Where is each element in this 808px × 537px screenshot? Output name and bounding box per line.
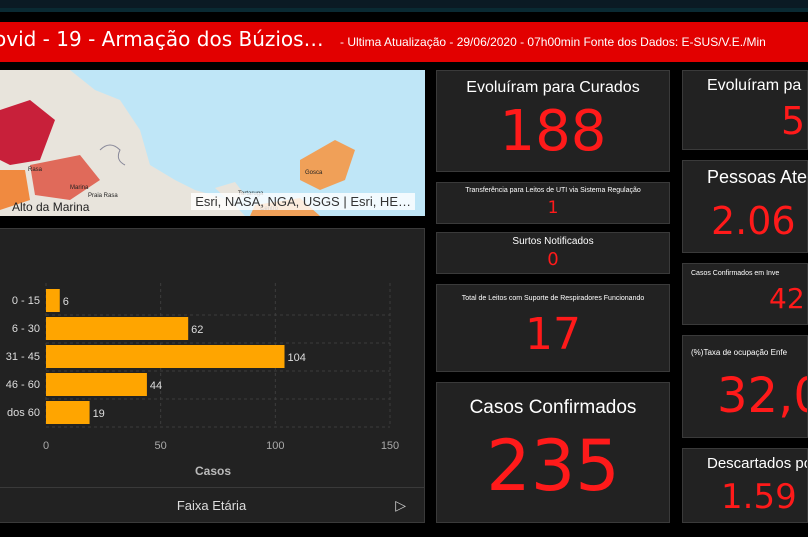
bar-2 (46, 345, 285, 368)
category-label-1: 6 - 30 (12, 323, 40, 335)
bar-0 (46, 289, 60, 312)
card-descartados: Descartados po 1.59 (682, 448, 808, 523)
region-low (0, 170, 30, 210)
card-confirmados: Casos Confirmados 235 (436, 382, 670, 523)
age-bar-chart: 0 50 100 150 0 - 15 6 6 - 30 62 31 - 45 104 46 - 6… (6, 283, 399, 478)
card-uti: Transferência para Leitos de UTI via Sis… (436, 182, 670, 224)
map-attribution: Esri, NASA, NGA, USGS | Esri, HE… (191, 193, 415, 210)
card-curados-title: Evoluíram para Curados (466, 79, 640, 96)
card-obitos: Evoluíram pa 5 (682, 70, 808, 150)
map-view[interactable]: Alto da Marina Rasa Marina Praia Rasa Go… (0, 70, 425, 216)
card-atendidas-title: Pessoas Ate (707, 167, 808, 187)
card-confirmados-title: Casos Confirmados (469, 397, 637, 418)
card-curados-value: 188 (499, 99, 607, 164)
top-strip-bar (0, 8, 808, 12)
card-confirmados-value: 235 (486, 425, 620, 507)
bar-3 (46, 373, 147, 396)
card-ocupacao: (%)Taxa de ocupação Enfe 32,0 (682, 335, 808, 438)
dashboard-title: ovid - 19 - Armação dos Búzios… (0, 27, 324, 51)
chart-footer: Faixa Etária ▷ (0, 487, 424, 522)
x-tick-label-1: 50 (155, 440, 167, 452)
card-uti-value: 1 (547, 198, 559, 218)
card-leitos: Total de Leitos com Suporte de Respirado… (436, 284, 670, 372)
dashboard-header: ovid - 19 - Armação dos Búzios… - Ultima… (0, 22, 808, 62)
category-label-0: 0 - 15 (12, 295, 40, 307)
bar-value-label-3: 44 (150, 380, 162, 392)
map-label-marina: Marina (70, 185, 89, 191)
bar-value-label-0: 6 (63, 296, 69, 308)
card-leitos-title: Total de Leitos com Suporte de Respirado… (461, 295, 645, 302)
map-label-alto-marina: Alto da Marina (12, 200, 90, 214)
bar-value-label-2: 104 (288, 352, 306, 364)
age-chart-panel: 0 50 100 150 0 - 15 6 6 - 30 62 31 - 45 104 46 - 6… (0, 228, 425, 523)
x-tick-label-0: 0 (43, 440, 49, 452)
card-investigacao: Casos Confirmados em Inve 42 (682, 263, 808, 325)
map-label-praia-rasa: Praia Rasa (88, 193, 118, 199)
x-tick-label-2: 100 (266, 440, 284, 452)
card-investigacao-value: 42 (769, 282, 805, 315)
card-curados: Evoluíram para Curados 188 (436, 70, 670, 172)
chart-footer-label: Faixa Etária (176, 498, 247, 513)
x-tick-label-3: 150 (381, 440, 399, 452)
bar-1 (46, 317, 189, 340)
card-surtos-value: 0 (547, 249, 559, 270)
region-east (300, 140, 355, 190)
bar-value-label-4: 19 (93, 408, 105, 420)
card-surtos: Surtos Notificados 0 (436, 232, 670, 274)
card-investigacao-title: Casos Confirmados em Inve (691, 270, 780, 277)
region-high (0, 100, 55, 165)
category-label-4: dos 60 (7, 407, 40, 419)
card-surtos-title: Surtos Notificados (512, 236, 594, 247)
chart-next-icon[interactable]: ▷ (395, 498, 406, 514)
region-mid (30, 155, 100, 200)
card-ocupacao-value: 32,0 (717, 368, 807, 424)
bar-4 (46, 401, 90, 424)
card-uti-title: Transferência para Leitos de UTI via Sis… (465, 187, 641, 194)
card-atendidas: Pessoas Ate 2.06 (682, 160, 808, 253)
coast-curve (99, 144, 126, 166)
card-descartados-title: Descartados po (707, 455, 808, 472)
top-strip (0, 0, 808, 12)
card-descartados-value: 1.59 (721, 477, 797, 517)
card-atendidas-value: 2.06 (711, 199, 796, 243)
card-leitos-value: 17 (525, 309, 581, 360)
dashboard-subtitle: - Ultima Atualização - 29/06/2020 - 07h0… (340, 35, 766, 49)
category-label-3: 46 - 60 (6, 379, 40, 391)
map-label-rasa: Rasa (28, 167, 43, 173)
card-ocupacao-title: (%)Taxa de ocupação Enfe (691, 348, 788, 357)
card-obitos-title: Evoluíram pa (707, 77, 802, 94)
x-axis-label: Casos (195, 464, 231, 478)
category-label-2: 31 - 45 (6, 351, 40, 363)
card-obitos-value: 5 (781, 99, 806, 143)
bar-value-label-1: 62 (191, 324, 203, 336)
map-label-gosca: Gosca (305, 170, 323, 176)
